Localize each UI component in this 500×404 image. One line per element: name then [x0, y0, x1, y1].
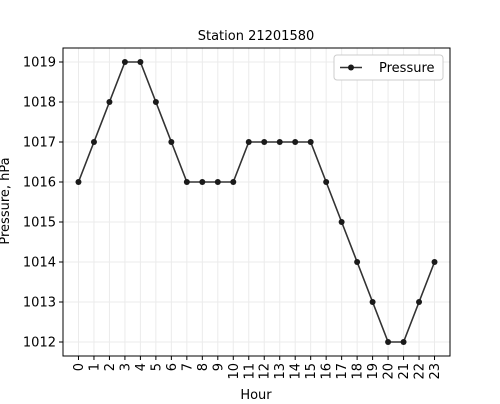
- data-point: [276, 139, 283, 145]
- data-point: [431, 259, 438, 265]
- legend-marker: [348, 64, 354, 71]
- x-tick-label: 2: [103, 363, 118, 371]
- data-point: [168, 139, 175, 145]
- x-tick-label: 9: [211, 363, 226, 371]
- data-point: [230, 179, 237, 185]
- data-point: [214, 179, 221, 185]
- y-tick-label: 1012: [23, 336, 56, 351]
- data-point: [183, 179, 190, 185]
- data-point: [307, 139, 314, 145]
- x-tick-label: 5: [149, 363, 164, 371]
- data-point: [338, 219, 345, 225]
- data-point: [323, 179, 330, 185]
- x-tick-label: 13: [273, 363, 288, 380]
- chart-title: Station 21201580: [198, 29, 315, 44]
- y-tick-label: 1016: [23, 176, 56, 191]
- data-point: [385, 339, 392, 345]
- plot-area: [62, 47, 451, 357]
- x-tick-label: 20: [382, 363, 397, 380]
- data-point: [152, 99, 159, 105]
- legend-label-pressure: Pressure: [379, 61, 435, 76]
- y-tick-label: 1015: [23, 216, 56, 231]
- x-tick-label: 4: [134, 363, 149, 371]
- y-tick-label: 1017: [23, 136, 56, 151]
- grid: [63, 48, 450, 356]
- x-tick-label: 17: [335, 363, 350, 380]
- y-tick-label: 1014: [23, 256, 56, 271]
- x-tick-label: 12: [258, 363, 273, 380]
- x-tick-label: 6: [165, 363, 180, 371]
- legend: Pressure: [333, 54, 444, 81]
- data-point: [369, 299, 376, 305]
- x-tick-label: 15: [304, 363, 319, 380]
- data-point: [416, 299, 423, 305]
- y-tick-label: 1018: [23, 96, 56, 111]
- y-tick-label: 1019: [23, 56, 56, 71]
- x-tick-label: 1: [87, 363, 102, 371]
- y-axis: 1012 1013 1014 1015 1016 1017 1018 1019: [23, 56, 63, 351]
- x-tick-label: 8: [196, 363, 211, 371]
- x-tick-label: 18: [351, 363, 366, 380]
- data-point: [121, 59, 128, 65]
- data-point: [90, 139, 97, 145]
- x-tick-label: 10: [227, 363, 242, 380]
- data-point: [354, 259, 361, 265]
- x-tick-label: 16: [320, 363, 335, 380]
- data-point: [137, 59, 144, 65]
- series-pressure: [75, 59, 438, 345]
- x-tick-label: 22: [413, 363, 428, 380]
- x-axis: 0 1 2 3 4 5 6 7 8 9 10 11 12 13 14 15 16 17 18 19 20 21 22 23: [72, 356, 443, 380]
- x-tick-label: 0: [72, 363, 87, 371]
- x-tick-label: 14: [289, 363, 304, 380]
- x-tick-label: 21: [397, 363, 412, 380]
- x-axis-label: Hour: [240, 388, 272, 400]
- y-tick-label: 1013: [23, 296, 56, 311]
- x-tick-label: 19: [366, 363, 381, 380]
- data-point: [199, 179, 206, 185]
- x-tick-label: 23: [428, 363, 443, 380]
- x-tick-label: 3: [118, 363, 133, 371]
- data-point: [245, 139, 252, 145]
- x-tick-label: 7: [180, 363, 195, 371]
- data-point: [400, 339, 407, 345]
- data-point: [75, 179, 82, 185]
- data-point: [106, 99, 113, 105]
- data-point: [261, 139, 268, 145]
- data-point: [292, 139, 299, 145]
- y-axis-label: Pressure, hPa: [0, 157, 13, 244]
- series-line: [77, 61, 436, 343]
- legend-box: [333, 54, 444, 81]
- x-tick-label: 11: [242, 363, 257, 380]
